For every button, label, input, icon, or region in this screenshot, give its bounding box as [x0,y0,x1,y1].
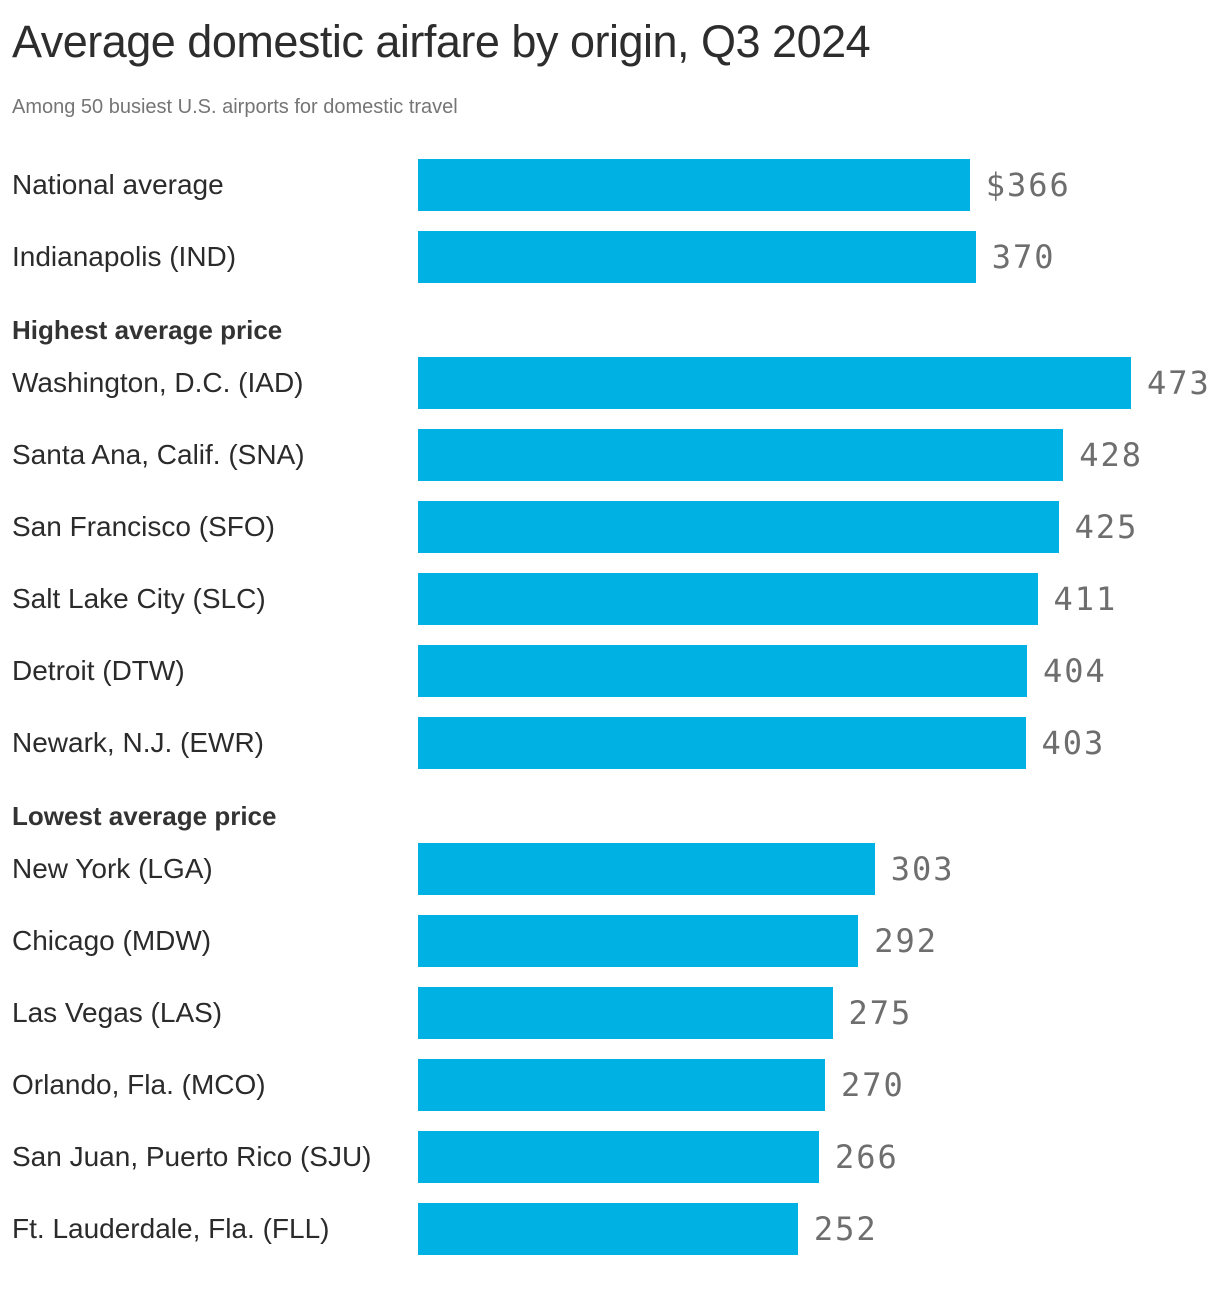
row-label: Washington, D.C. (IAD) [12,366,304,398]
bar [418,573,1038,626]
section-heading: Highest average price [12,315,283,346]
row-label: Chicago (MDW) [12,924,212,956]
row-label: Santa Ana, Calif. (SNA) [12,438,305,470]
chart-row: Santa Ana, Calif. (SNA) 428 [12,429,1208,482]
bar [418,357,1131,410]
row-label: San Francisco (SFO) [12,510,275,542]
row-label: Ft. Lauderdale, Fla. (FLL) [12,1212,330,1244]
bar [418,501,1059,554]
row-label: National average [12,168,224,200]
bar-value-label: 411 [1053,580,1118,619]
chart-row: Las Vegas (LAS) 275 [12,987,1208,1040]
row-label: Newark, N.J. (EWR) [12,726,264,758]
bar [418,1059,825,1112]
bar-value-label: $366 [985,166,1071,205]
bar [418,429,1064,482]
chart-section: Highest average price Washington, D.C. (… [12,315,1211,770]
bar-value-label: 303 [890,850,955,889]
row-label: Salt Lake City (SLC) [12,582,266,614]
row-label: Detroit (DTW) [12,654,185,686]
bar [418,915,859,968]
row-label: New York (LGA) [12,852,213,884]
bar-value-label: 270 [841,1066,905,1105]
section-heading: Lowest average price [12,801,277,832]
chart-row: Ft. Lauderdale, Fla. (FLL) 252 [12,1203,1208,1256]
bar [418,159,970,212]
bar-value-label: 425 [1074,508,1139,547]
bar-value-label: 292 [874,922,938,961]
bar-value-label: 404 [1043,652,1107,691]
bar-value-label: 403 [1041,724,1106,763]
chart-section: Lowest average price New York (LGA) 303 … [12,801,1208,1256]
chart-section: National average $366 Indianapolis (IND)… [12,159,1208,284]
chart-row: Washington, D.C. (IAD) 473 [12,357,1211,410]
chart-row: Orlando, Fla. (MCO) 270 [12,1059,1208,1112]
chart-row: Indianapolis (IND) 370 [12,231,1208,284]
row-label: San Juan, Puerto Rico (SJU) [12,1140,372,1172]
bar-value-label: 275 [848,994,913,1033]
bar-value-label: 428 [1079,436,1143,475]
bar [418,1131,819,1184]
bar [418,1203,798,1256]
bar-value-label: 266 [835,1138,899,1177]
bar [418,987,833,1040]
chart-row: Newark, N.J. (EWR) 403 [12,717,1208,770]
chart-row: Salt Lake City (SLC) 411 [12,573,1208,626]
row-label: Indianapolis (IND) [12,240,237,272]
chart-row: Detroit (DTW) 404 [12,645,1208,698]
chart-row: San Francisco (SFO) 425 [12,501,1208,554]
bar [418,231,976,284]
chart-row: New York (LGA) 303 [12,843,1208,896]
bar [418,645,1027,698]
chart-subtitle: Among 50 busiest U.S. airports for domes… [12,96,458,119]
bar-value-label: 370 [991,238,1056,277]
chart-row: San Juan, Puerto Rico (SJU) 266 [12,1131,1208,1184]
bar [418,717,1026,770]
chart-row: National average $366 [12,159,1208,212]
bar [418,843,875,896]
row-label: Orlando, Fla. (MCO) [12,1068,266,1100]
chart: National average $366 Indianapolis (IND)… [12,159,1211,1256]
row-label: Las Vegas (LAS) [12,996,223,1028]
bar-value-label: 252 [813,1210,878,1249]
bar-value-label: 473 [1147,364,1211,403]
chart-row: Chicago (MDW) 292 [12,915,1208,968]
chart-title: Average domestic airfare by origin, Q3 2… [12,16,871,67]
